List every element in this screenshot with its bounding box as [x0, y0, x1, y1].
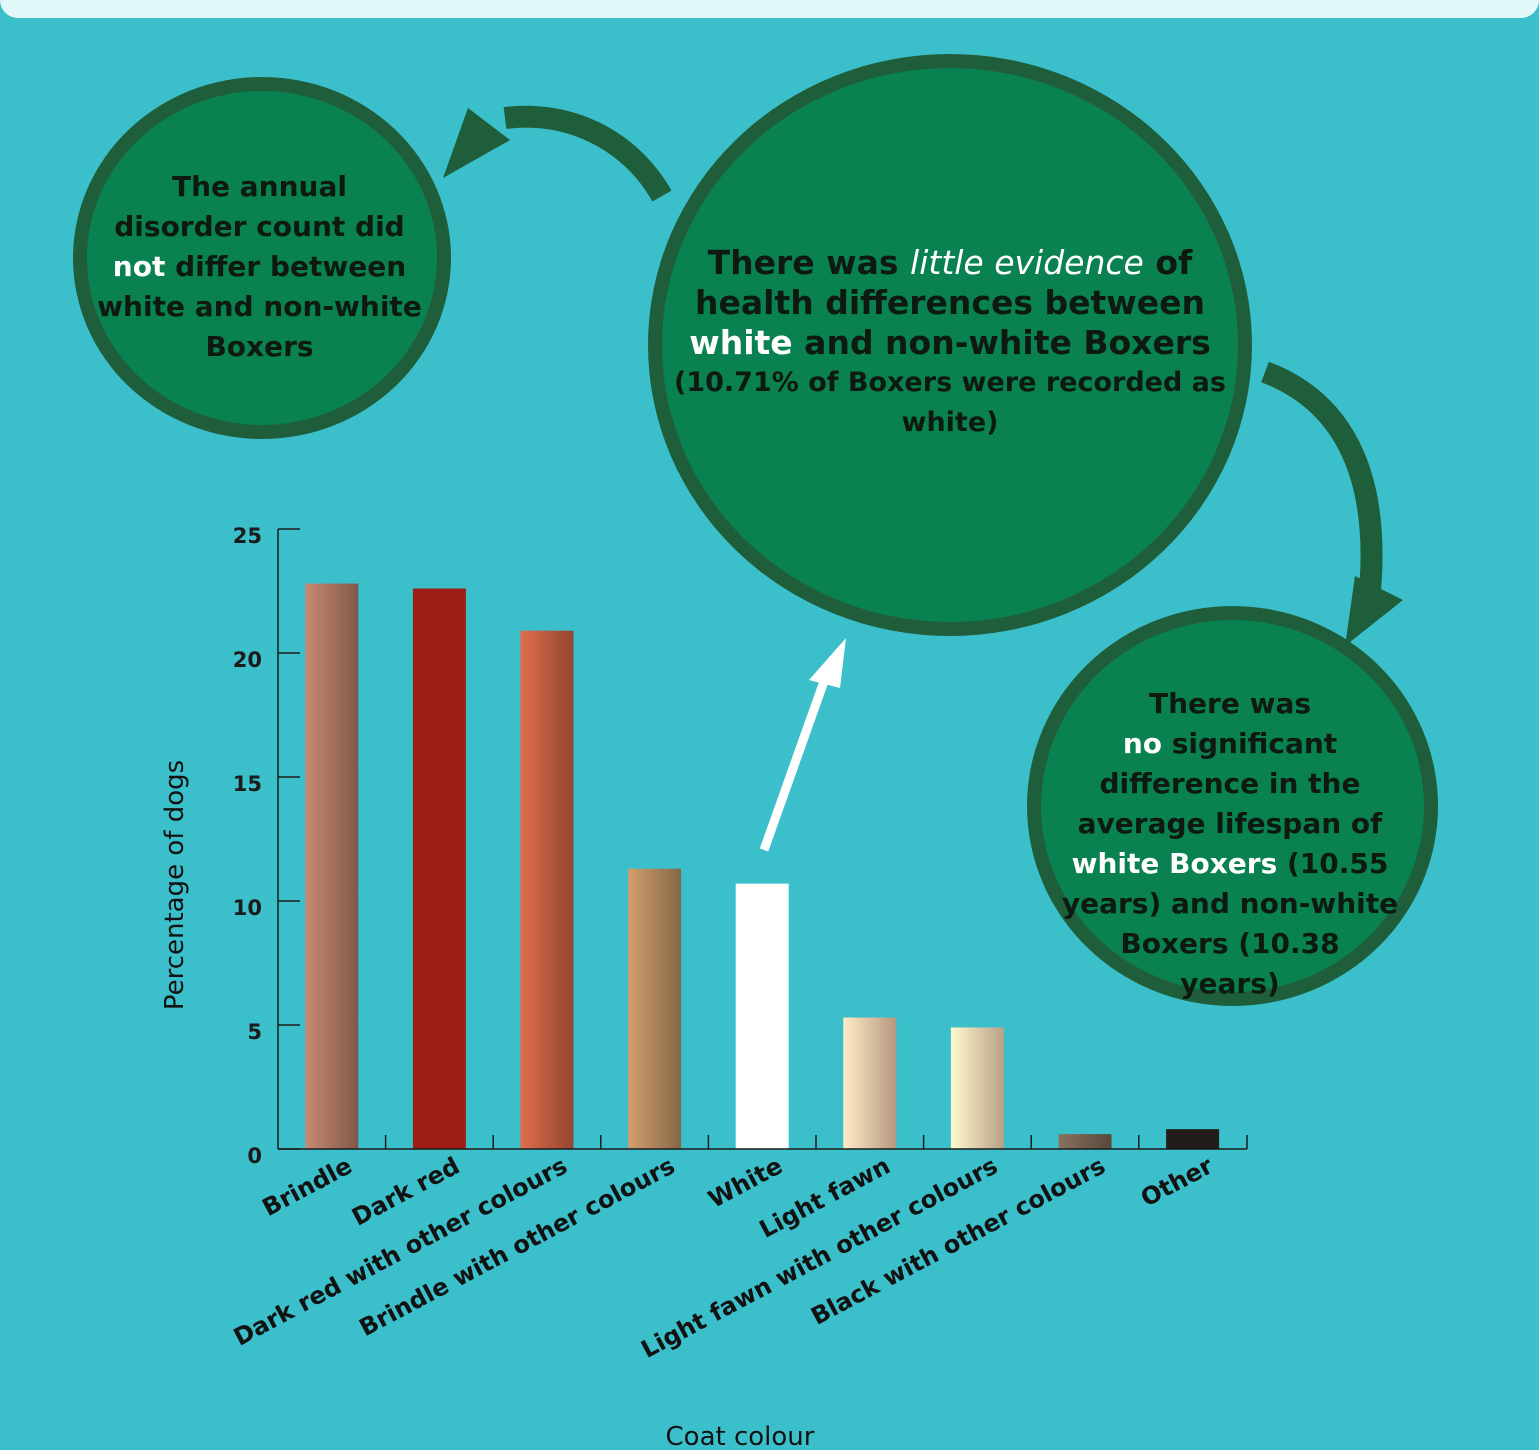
bubble-left-line5: Boxers: [205, 330, 314, 363]
bubble-left-line3: not differ between: [82, 247, 437, 287]
bubble-right-line1: There was: [1149, 687, 1311, 720]
bar-light-fawn: [843, 1017, 897, 1149]
y-tick-label: 20: [233, 648, 262, 672]
bubble-left-line2: disorder count did: [114, 210, 405, 243]
bubble-left-text: The annual disorder count did not differ…: [82, 167, 437, 367]
bubble-left-line3-rest: differ between: [165, 250, 407, 283]
arrow-main-to-left-head: [443, 108, 510, 178]
bubble-main-italic: little evidence: [910, 243, 1144, 282]
bar-black-with-other-colours: [1058, 1134, 1112, 1149]
y-tick-label: 5: [247, 1020, 262, 1044]
arrow-main-to-right: [1260, 361, 1383, 591]
bar-brindle: [305, 583, 359, 1149]
x-category-label: White: [704, 1152, 787, 1214]
arrow-white-to-main-head: [809, 638, 846, 688]
bubble-left-line4: white and non-white: [97, 290, 422, 323]
bubble-right-emph-no: no: [1122, 727, 1162, 760]
x-axis-title: Coat colour: [666, 1422, 815, 1450]
arrow-main-to-right-head: [1345, 576, 1403, 646]
bubble-right-line7: Boxers (10.38: [1120, 927, 1340, 960]
x-category-label: Brindle: [258, 1152, 357, 1222]
bubble-right-line5-rest: (10.55: [1277, 847, 1389, 880]
bubble-main-part1: There was: [707, 243, 911, 282]
bar-dark-red: [412, 588, 466, 1149]
bubble-right-line3: difference in the: [1099, 767, 1361, 800]
bar-white: [735, 883, 789, 1149]
bubble-right-line2-rest: significant: [1162, 727, 1338, 760]
arrow-main-to-left: [503, 105, 672, 202]
bubble-main-line3: white and non-white Boxers: [655, 323, 1245, 363]
bar-light-fawn-with-other-colours: [950, 1027, 1004, 1149]
bubble-right-line5: white Boxers (10.55: [1040, 844, 1420, 884]
bubble-main-text: There was little evidence of health diff…: [655, 243, 1245, 443]
bubble-main-line2: health differences between: [694, 283, 1205, 322]
bubble-main-emph: white: [689, 323, 793, 362]
bubble-main-line1: There was little evidence of: [655, 243, 1245, 283]
bubble-right-emph-white: white Boxers: [1071, 847, 1278, 880]
arrow-white-to-main: [759, 668, 833, 852]
bubble-right-line6: years) and non-white: [1061, 887, 1399, 920]
bubble-main-sub: (10.71% of Boxers were recorded as white…: [674, 367, 1226, 438]
bar-brindle-with-other-colours: [628, 868, 682, 1149]
y-tick-label: 0: [247, 1144, 262, 1168]
bubble-right-text: There was no significant difference in t…: [1040, 684, 1420, 1004]
bubble-right-line4: average lifespan of: [1077, 807, 1383, 840]
top-band: [0, 0, 1539, 18]
y-tick-label: 15: [233, 772, 262, 796]
y-axis-title: Percentage of dogs: [160, 760, 190, 1010]
bubble-main-part3: of: [1143, 243, 1193, 282]
bubble-left-line1: The annual: [172, 170, 347, 203]
bar-other: [1166, 1129, 1220, 1149]
bubble-right-line2: no significant: [1040, 724, 1420, 764]
bubble-left-emph: not: [112, 250, 166, 283]
bar-dark-red-with-other-colours: [520, 630, 574, 1149]
bubble-right-line8: years): [1180, 967, 1280, 1000]
x-category-label: Other: [1136, 1152, 1217, 1213]
y-tick-label: 25: [233, 524, 262, 548]
y-tick-label: 10: [233, 896, 262, 920]
bubble-main-line3-rest: and non-white Boxers: [792, 323, 1211, 362]
